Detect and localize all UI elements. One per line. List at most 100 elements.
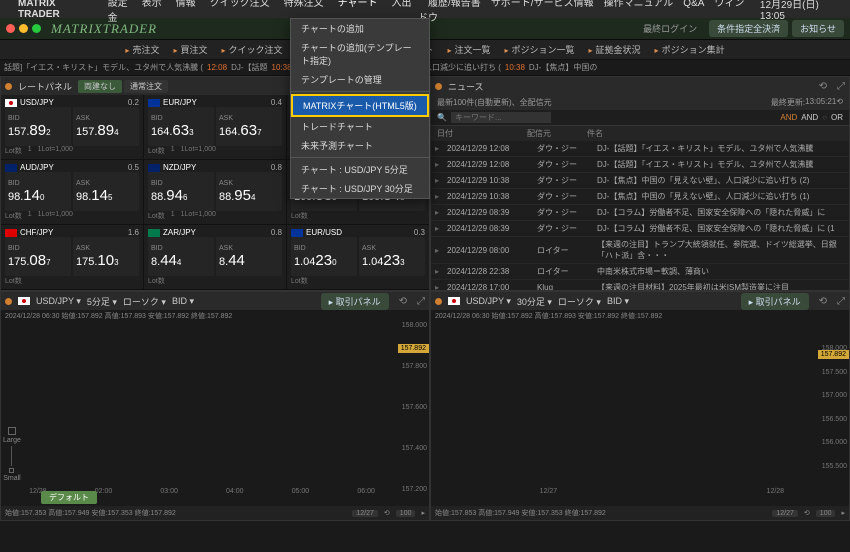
news-row[interactable]: ▸2024/12/29 10:38ダウ・ジーDJ-【焦点】中国の「見えない壁」、… [431, 189, 849, 205]
chart-canvas[interactable]: 157.200157.400157.600157.800158.000157.8… [1, 322, 429, 506]
chart-type[interactable]: ローソク ▾ [123, 295, 166, 308]
rate-tile[interactable]: EUR/JPY0.4 BID164.633 ASK164.637 Lot数11L… [144, 95, 286, 159]
menu-設定[interactable]: 設定 [108, 0, 128, 9]
bid-box[interactable]: BID98.140 [5, 172, 71, 211]
ask-box[interactable]: ASK157.894 [73, 107, 139, 146]
chart-side[interactable]: BID ▾ [172, 296, 194, 307]
news-row[interactable]: ▸2024/12/28 17:00Klug【来週の注目材料】2025年最初は米I… [431, 280, 849, 290]
app-name[interactable]: MATRIX TRADER [18, 0, 96, 20]
foot-count[interactable]: 100 [816, 510, 836, 517]
news-title: 中南米株式市場＝軟調、薄商い [597, 266, 845, 277]
news-row[interactable]: ▸2024/12/29 10:38ダウ・ジーDJ-【焦点】中国の「見えない壁」、… [431, 173, 849, 189]
rate-tile[interactable]: USD/JPY0.2 BID157.892 ASK157.894 Lot数11L… [1, 95, 143, 159]
menu-クイック注文[interactable]: クイック注文 [210, 0, 270, 9]
tab-no-hedge[interactable]: 両建なし [78, 80, 122, 93]
dropdown-item[interactable]: MATRIXチャート(HTML5版) [291, 94, 429, 117]
ask-box[interactable]: ASK1.04233 [359, 237, 425, 276]
ask-box[interactable]: ASK98.145 [73, 172, 139, 211]
bid-box[interactable]: BID175.087 [5, 237, 71, 276]
chart-pair[interactable]: USD/JPY ▾ [466, 296, 511, 307]
foot-refresh-icon[interactable]: ⟲ [384, 509, 390, 517]
bid-box[interactable]: BID88.946 [148, 172, 214, 211]
news-row[interactable]: ▸2024/12/29 08:39ダウ・ジーDJ-【コラム】労働者不足、国家安全… [431, 205, 849, 221]
news-row[interactable]: ▸2024/12/29 08:00ロイター【来週の注目】トランプ大統領就任、参院… [431, 237, 849, 264]
menu-操作マニュアル[interactable]: 操作マニュアル [604, 0, 674, 9]
expand-icon[interactable]: ⤢ [837, 296, 845, 307]
bid-box[interactable]: BID164.633 [148, 107, 214, 146]
chart-pair[interactable]: USD/JPY ▾ [36, 296, 81, 307]
rate-tile[interactable]: ZAR/JPY0.8 BID8.444 ASK8.44 Lot数 [144, 225, 286, 289]
window-controls[interactable] [6, 24, 41, 33]
menu-チャート[interactable]: チャート [338, 0, 378, 9]
or-toggle[interactable]: ○ [822, 113, 827, 122]
rate-tile[interactable]: EUR/USD0.3 BID1.04230 ASK1.04233 Lot数 [287, 225, 429, 289]
dropdown-item[interactable]: チャートの追加(テンプレート指定) [291, 38, 429, 70]
dropdown-item[interactable]: 未来予測チャート [291, 136, 429, 155]
dropdown-item[interactable]: チャート : USD/JPY 30分足 [291, 179, 429, 198]
toolbar-売注文[interactable]: 売注文 [125, 43, 159, 56]
toolbar-買注文[interactable]: 買注文 [173, 43, 207, 56]
news-row[interactable]: ▸2024/12/29 12:08ダウ・ジーDJ-【話題】「イエス・キリスト」モ… [431, 141, 849, 157]
tab-normal-order[interactable]: 通常注文 [124, 80, 168, 93]
menu-履歴/報告書[interactable]: 履歴/報告書 [428, 0, 481, 9]
foot-date[interactable]: 12/27 [352, 510, 378, 517]
foot-count[interactable]: 100 [396, 510, 416, 517]
minimize-icon[interactable] [19, 24, 28, 33]
menu-特殊注文[interactable]: 特殊注文 [284, 0, 324, 9]
news-updated-label: 最終更新: [771, 97, 805, 108]
menu-サポート/サービス情報[interactable]: サポート/サービス情報 [491, 0, 594, 9]
chart-type[interactable]: ローソク ▾ [558, 295, 601, 308]
news-search-input[interactable] [451, 112, 551, 123]
chart-timeframe[interactable]: 30分足 ▾ [517, 295, 552, 308]
y-tick: 157.400 [402, 445, 427, 452]
menu-Q&A[interactable]: Q&A [683, 0, 704, 9]
foot-play-icon[interactable]: ▸ [841, 509, 845, 517]
toolbar-クイック注文[interactable]: クイック注文 [221, 43, 282, 56]
toolbar-ポジション集計[interactable]: ポジション集計 [655, 43, 725, 56]
chart-canvas[interactable]: 155.500156.000156.500157.000157.500158.0… [431, 322, 849, 506]
ask-box[interactable]: ASK88.954 [216, 172, 282, 211]
and-toggle[interactable]: AND [780, 113, 797, 122]
expand-icon[interactable]: ⤢ [417, 296, 425, 307]
chart-timeframe[interactable]: 5分足 ▾ [87, 295, 117, 308]
spread: 1.6 [128, 228, 139, 237]
chart-side[interactable]: BID ▾ [607, 296, 629, 307]
refresh-icon[interactable]: ⟲ [399, 296, 407, 307]
default-button[interactable]: デフォルト [41, 491, 97, 504]
news-row[interactable]: ▸2024/12/29 08:39ダウ・ジーDJ-【コラム】労働者不足、国家安全… [431, 221, 849, 237]
toolbar-ポジション一覧[interactable]: ポジション一覧 [504, 43, 574, 56]
settle-all-button[interactable]: 条件指定全決済 [709, 20, 788, 37]
dropdown-item[interactable]: トレードチャート [291, 117, 429, 136]
maximize-icon[interactable] [32, 24, 41, 33]
ask-box[interactable]: ASK164.637 [216, 107, 282, 146]
rate-tile[interactable]: CHF/JPY1.6 BID175.087 ASK175.103 Lot数 [1, 225, 143, 289]
ask-box[interactable]: ASK8.44 [216, 237, 282, 276]
dropdown-item[interactable]: テンプレートの管理 [291, 70, 429, 89]
bid-box[interactable]: BID1.04230 [291, 237, 357, 276]
foot-refresh-icon[interactable]: ⟲ [804, 509, 810, 517]
ask-box[interactable]: ASK175.103 [73, 237, 139, 276]
menu-情報[interactable]: 情報 [176, 0, 196, 9]
trade-panel-button[interactable]: ▸ 取引パネル [321, 293, 389, 310]
bid-box[interactable]: BID8.444 [148, 237, 214, 276]
foot-date[interactable]: 12/27 [772, 510, 798, 517]
expand-icon[interactable]: ⤢ [837, 81, 845, 92]
rate-tile[interactable]: NZD/JPY0.8 BID88.946 ASK88.954 Lot数11Lot… [144, 160, 286, 224]
news-row[interactable]: ▸2024/12/29 12:08ダウ・ジーDJ-【話題】「イエス・キリスト」モ… [431, 157, 849, 173]
rate-tile[interactable]: AUD/JPY0.5 BID98.140 ASK98.145 Lot数11Lot… [1, 160, 143, 224]
news-row[interactable]: ▸2024/12/28 22:38ロイター中南米株式市場＝軟調、薄商い [431, 264, 849, 280]
toolbar-証拠金状況[interactable]: 証拠金状況 [589, 43, 641, 56]
refresh-icon[interactable]: ⟲ [819, 296, 827, 307]
dropdown-item[interactable]: チャートの追加 [291, 19, 429, 38]
close-icon[interactable] [6, 24, 15, 33]
bid-box[interactable]: BID157.892 [5, 107, 71, 146]
notice-button[interactable]: お知らせ [792, 20, 844, 37]
foot-play-icon[interactable]: ▸ [421, 509, 425, 517]
refresh-icon[interactable]: ⟲ [819, 81, 827, 92]
menu-表示[interactable]: 表示 [142, 0, 162, 9]
toolbar-注文一覧[interactable]: 注文一覧 [447, 43, 490, 56]
refresh-icon[interactable]: ⟲ [836, 97, 843, 108]
trade-panel-button[interactable]: ▸ 取引パネル [741, 293, 809, 310]
size-control[interactable]: LargeSmall [3, 427, 21, 482]
dropdown-item[interactable]: チャート : USD/JPY 5分足 [291, 160, 429, 179]
